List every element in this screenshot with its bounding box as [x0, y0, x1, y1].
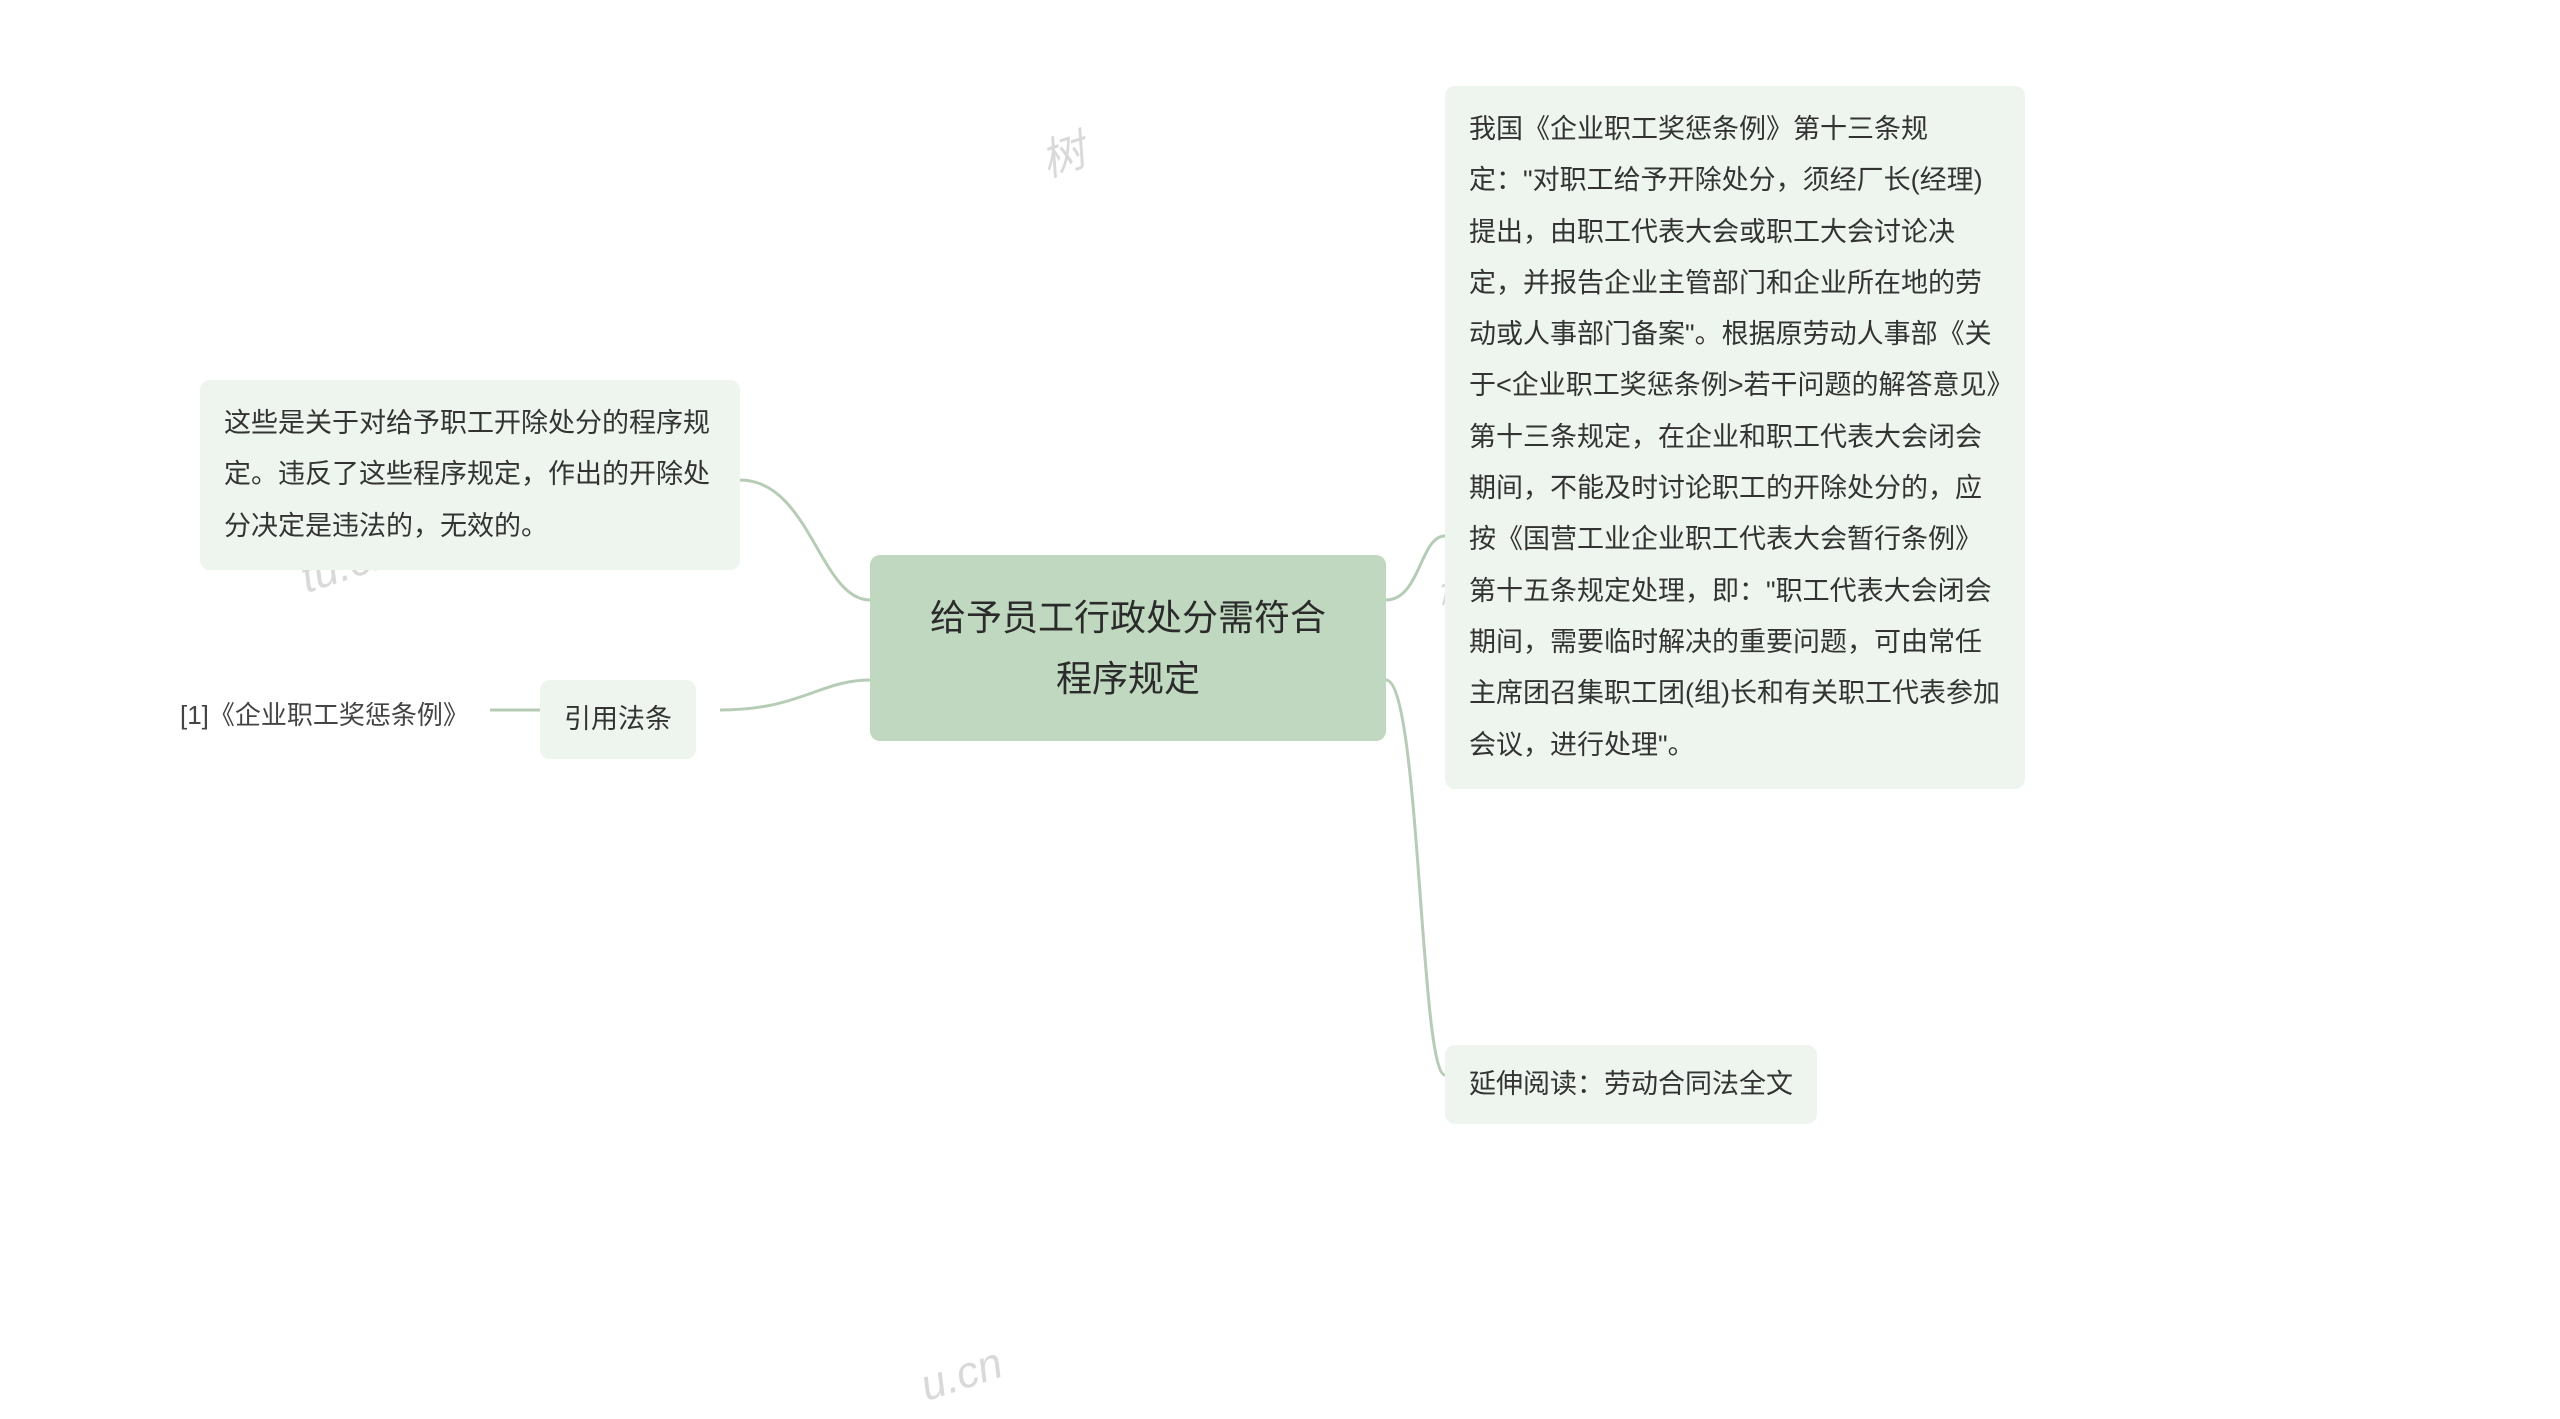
- cite-label-node: 引用法条: [540, 680, 696, 759]
- cite-label-text: 引用法条: [564, 704, 672, 734]
- left-procedure-text: 这些是关于对给予职工开除处分的程序规定。违反了这些程序规定，作出的开除处分决定是…: [224, 408, 710, 541]
- center-title-line2: 程序规定: [906, 648, 1350, 709]
- left-procedure-note: 这些是关于对给予职工开除处分的程序规定。违反了这些程序规定，作出的开除处分决定是…: [200, 380, 740, 570]
- cite-item: [1]《企业职工奖惩条例》: [180, 695, 469, 732]
- right-further-node: 延伸阅读：劳动合同法全文: [1445, 1045, 1817, 1124]
- right-main-text: 我国《企业职工奖惩条例》第十三条规定："对职工给予开除处分，须经厂长(经理)提出…: [1469, 114, 2000, 760]
- watermark: 树: [1031, 115, 1093, 189]
- right-main-node: 我国《企业职工奖惩条例》第十三条规定："对职工给予开除处分，须经厂长(经理)提出…: [1445, 86, 2025, 789]
- center-title-line1: 给予员工行政处分需符合: [906, 587, 1350, 648]
- right-further-text: 延伸阅读：劳动合同法全文: [1469, 1069, 1793, 1099]
- center-node: 给予员工行政处分需符合 程序规定: [870, 555, 1386, 741]
- watermark: u.cn: [914, 1338, 1009, 1411]
